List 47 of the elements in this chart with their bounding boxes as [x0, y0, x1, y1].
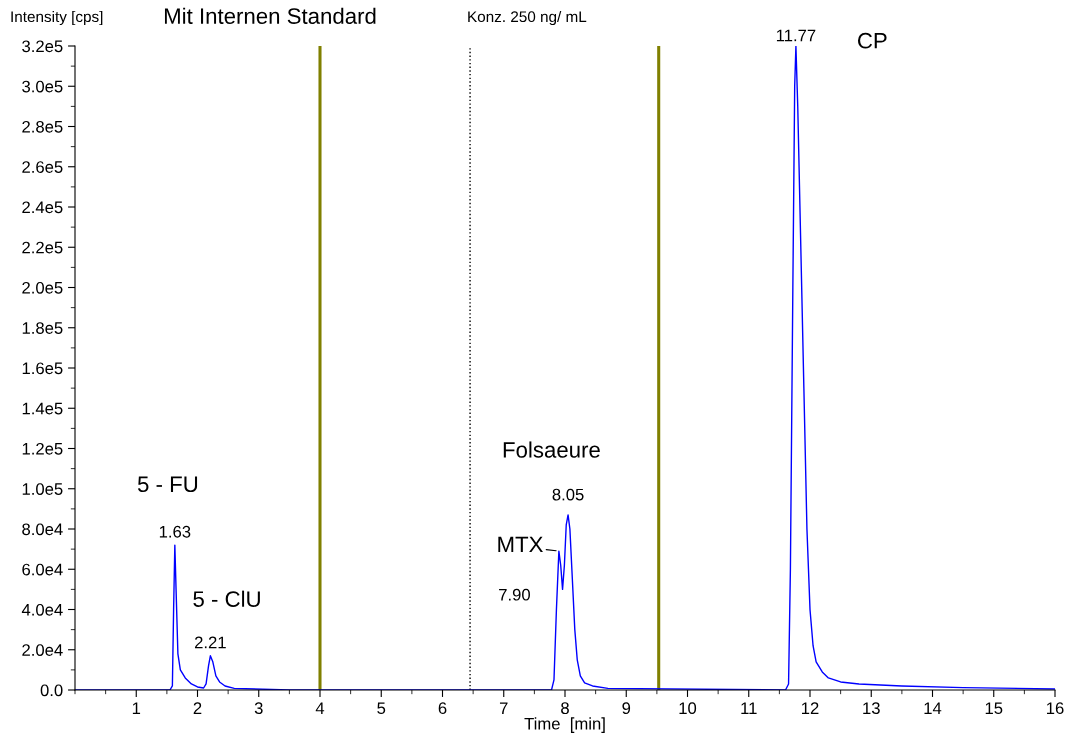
- y-tick-label: 2.0e5: [22, 281, 63, 294]
- y-tick-label: 6.0e4: [22, 563, 63, 576]
- x-tick-label: 5: [377, 702, 386, 715]
- x-tick-label: 8: [561, 702, 569, 715]
- y-tick-label: 8.0e4: [22, 523, 63, 536]
- annotation: 5 - ClU: [193, 590, 260, 607]
- y-tick-label: 2.6e5: [22, 161, 63, 173]
- annotation: 1.63: [159, 525, 191, 538]
- chart-subtitle: Konz. 250 ng/ mL: [468, 10, 587, 26]
- annotation: 5 - FU: [137, 476, 198, 493]
- y-axis-title: Intensity [cps]: [11, 10, 103, 26]
- y-tick-label: 1.4e5: [22, 402, 63, 415]
- y-tick-label: 0.0: [40, 684, 63, 697]
- y-tick-label: 1.8e5: [22, 322, 63, 334]
- chart-title: Mit Internen Standard: [164, 7, 376, 24]
- annotation: 2.21: [194, 636, 226, 649]
- x-tick-label: 9: [622, 702, 631, 715]
- y-tick-label: 2.4e5: [22, 201, 63, 214]
- y-tick-label: 2.2e5: [22, 241, 63, 254]
- x-tick-label: 2: [193, 702, 202, 714]
- y-tick-label: 1.0e5: [22, 483, 63, 495]
- x-tick-label: 16: [1047, 702, 1064, 715]
- x-tick-label: 10: [679, 702, 697, 715]
- y-tick-label: 2.0e4: [22, 644, 63, 656]
- x-tick-label: 4: [315, 702, 325, 714]
- y-tick-label: 4.0e4: [21, 603, 63, 616]
- annotation: MTX: [498, 536, 543, 553]
- annotation: Folsaeure: [503, 441, 600, 458]
- y-tick-label: 1.6e5: [22, 362, 63, 375]
- y-tick-label: 2.8e5: [22, 120, 63, 133]
- y-tick-label: 3.2e5: [22, 40, 63, 53]
- x-tick-label: 1: [132, 702, 141, 714]
- annotation: 7.90: [499, 588, 530, 601]
- x-tick-label: 11: [741, 702, 757, 714]
- annotation: 11.77: [776, 29, 816, 42]
- x-tick-label: 6: [438, 702, 447, 715]
- x-axis-title: Time [min]: [524, 717, 605, 733]
- x-tick-label: 3: [254, 702, 263, 715]
- y-tick-label: 1.2e5: [22, 442, 63, 455]
- x-tick-label: 14: [924, 702, 942, 714]
- y-tick-label: 3.0e5: [22, 80, 63, 93]
- x-tick-label: 15: [985, 702, 1003, 715]
- x-tick-label: 12: [802, 702, 819, 714]
- x-tick-label: 7: [499, 702, 508, 714]
- annotation: 8.05: [552, 488, 584, 501]
- annotation: CP: [857, 32, 887, 49]
- x-tick-label: 13: [863, 702, 880, 715]
